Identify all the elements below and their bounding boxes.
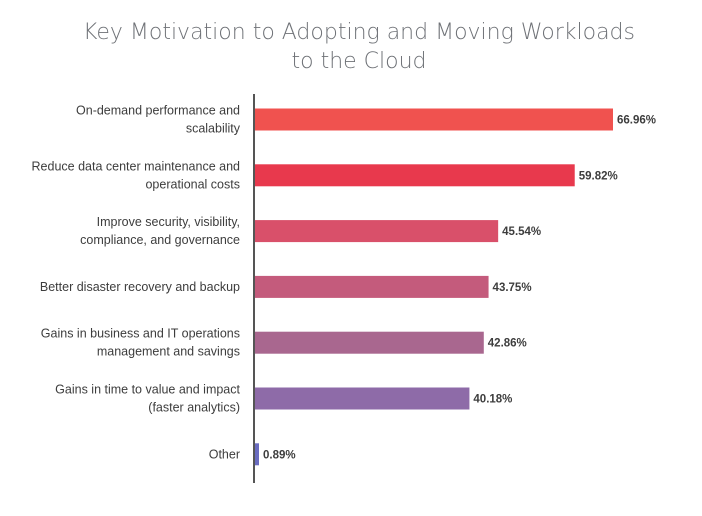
category-label-3-line-1: Improve security, visibility, <box>97 215 240 229</box>
value-label-7: 0.89% <box>263 449 296 461</box>
category-label-4: Better disaster recovery and backup <box>40 280 240 294</box>
category-label-2-line-1: Reduce data center maintenance and <box>32 159 241 173</box>
category-label-6: Gains in time to value and impact (faster… <box>55 383 240 415</box>
category-label-5: Gains in business and IT operations manag… <box>41 327 240 359</box>
category-label-1: On-demand performance and scalability <box>76 104 241 136</box>
category-label-5-line-2: management and savings <box>97 345 240 359</box>
category-label-5-line-1: Gains in business and IT operations <box>41 327 240 341</box>
bar-7 <box>254 443 259 466</box>
bar-6 <box>254 387 470 410</box>
category-label-1-line-1: On-demand performance and <box>76 104 240 118</box>
value-label-4: 43.75% <box>493 282 532 294</box>
bar-1 <box>254 108 613 131</box>
category-label-4-line-1: Better disaster recovery and backup <box>40 280 240 294</box>
category-label-3: Improve security, visibility, compliance,… <box>80 215 240 247</box>
category-label-2: Reduce data center maintenance and operat… <box>32 159 241 191</box>
category-label-2-line-2: operational costs <box>145 177 240 191</box>
chart-title: Key Motivation to Adopting and Moving Wo… <box>0 18 702 76</box>
bars-group: 66.96% On-demand performance and scalabili… <box>32 104 656 466</box>
value-label-5: 42.86% <box>488 338 527 350</box>
value-label-6: 40.18% <box>473 394 512 406</box>
chart-title-line-1: Key Motivation to Adopting and Moving Wo… <box>83 20 635 45</box>
value-label-1: 66.96% <box>617 115 656 127</box>
bar-5 <box>254 331 484 354</box>
chart-title-line-2: to the Cloud <box>291 49 427 74</box>
category-label-1-line-2: scalability <box>186 122 241 136</box>
category-label-3-line-2: compliance, and governance <box>80 233 240 247</box>
bar-2 <box>254 164 575 187</box>
category-label-6-line-2: (faster analytics) <box>148 401 240 415</box>
value-label-2: 59.82% <box>579 170 618 182</box>
category-label-6-line-1: Gains in time to value and impact <box>55 383 240 397</box>
category-label-7-line-1: Other <box>209 447 240 461</box>
value-label-3: 45.54% <box>502 226 541 238</box>
bar-4 <box>254 275 489 298</box>
category-label-7: Other <box>209 447 240 461</box>
bar-3 <box>254 220 499 243</box>
